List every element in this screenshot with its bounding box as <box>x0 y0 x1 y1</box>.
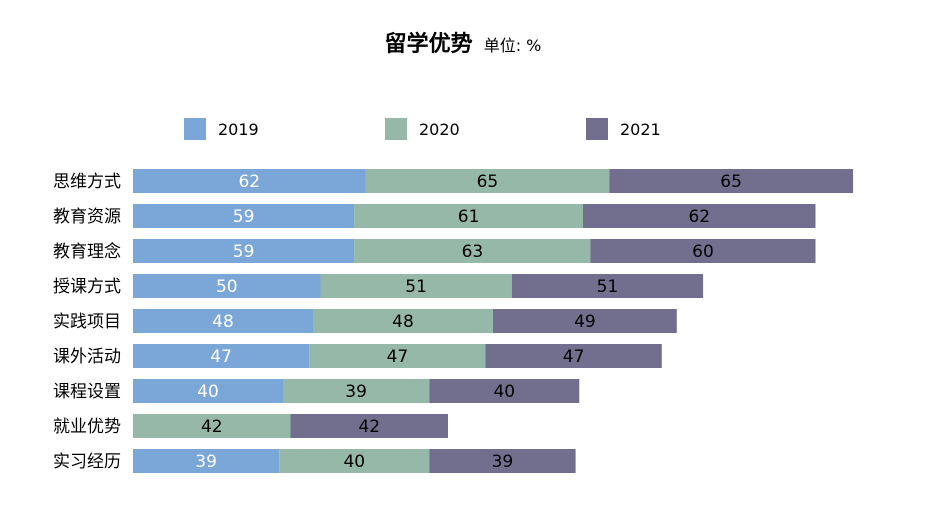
data-label: 42 <box>358 417 380 437</box>
bar-segment-2020 <box>320 274 512 298</box>
data-label: 65 <box>720 172 742 192</box>
data-label: 51 <box>405 277 427 297</box>
bar-segment-2021 <box>511 274 704 298</box>
data-label: 48 <box>212 312 234 332</box>
bar-segment-2019 <box>133 344 310 368</box>
legend-item-2020: 2020 <box>385 118 460 140</box>
data-label: 65 <box>477 172 499 192</box>
data-label: 60 <box>692 242 714 262</box>
bar-segment-2020 <box>279 449 430 473</box>
data-label: 51 <box>597 277 619 297</box>
chart-legend: 2019 2020 2021 <box>0 118 926 144</box>
bar-segment-2021 <box>590 239 816 263</box>
data-label: 62 <box>688 207 710 227</box>
chart-unit: 单位: % <box>483 36 542 55</box>
bar-segment-2020 <box>309 344 486 368</box>
data-label: 47 <box>387 347 409 367</box>
legend-label: 2021 <box>620 119 661 139</box>
data-label: 42 <box>201 417 223 437</box>
data-label: 39 <box>345 382 367 402</box>
bar-segment-2020 <box>365 169 610 193</box>
data-label: 40 <box>343 452 365 472</box>
bar-segment-2019 <box>133 274 321 298</box>
category-label: 教育资源 <box>53 207 121 227</box>
bar-segment-2019 <box>133 169 366 193</box>
bar-segment-2021 <box>290 414 448 438</box>
category-label: 课外活动 <box>53 347 121 367</box>
bar-segment-2019 <box>133 309 313 333</box>
legend-label: 2019 <box>218 119 259 139</box>
bar-segment-2019 <box>133 204 355 228</box>
bar-segment-2020 <box>133 414 291 438</box>
category-label: 就业优势 <box>53 417 121 437</box>
bar-segment-2021 <box>429 449 576 473</box>
data-label: 59 <box>233 207 255 227</box>
data-label: 39 <box>195 452 217 472</box>
category-label: 实习经历 <box>53 452 121 472</box>
category-label: 思维方式 <box>53 172 121 192</box>
category-label: 教育理念 <box>53 241 121 262</box>
category-label: 课程设置 <box>53 382 121 402</box>
data-label: 48 <box>392 312 414 332</box>
data-label: 50 <box>216 277 238 297</box>
data-label: 40 <box>197 382 219 402</box>
legend-item-2021: 2021 <box>586 118 661 140</box>
legend-item-2019: 2019 <box>184 118 259 140</box>
bar-segment-2020 <box>313 309 493 333</box>
data-label: 62 <box>238 172 260 192</box>
data-label: 40 <box>493 382 515 402</box>
data-label: 47 <box>563 347 585 367</box>
data-label: 61 <box>458 207 480 227</box>
legend-swatch <box>385 118 407 140</box>
bar-segment-2019 <box>133 239 355 263</box>
bar-segment-2021 <box>583 204 816 228</box>
bar-segment-2021 <box>429 379 580 403</box>
bar-segment-2021 <box>609 169 854 193</box>
bar-segment-2019 <box>133 379 283 403</box>
legend-swatch <box>586 118 608 140</box>
bar-segment-2019 <box>133 449 280 473</box>
bar-segment-2020 <box>354 204 584 228</box>
bar-segment-2021 <box>493 309 677 333</box>
chart-title-wrap: 留学优势 单位: % <box>0 26 926 58</box>
bar-segment-2020 <box>283 379 430 403</box>
category-label: 实践项目 <box>53 312 121 332</box>
data-label: 49 <box>574 312 596 332</box>
chart-title: 留学优势 <box>384 32 473 57</box>
legend-swatch <box>184 118 206 140</box>
data-label: 63 <box>462 242 484 262</box>
category-label: 授课方式 <box>53 277 121 297</box>
bar-segment-2020 <box>354 239 591 263</box>
data-label: 39 <box>492 452 514 472</box>
legend-label: 2020 <box>419 119 460 139</box>
bar-segment-2021 <box>485 344 662 368</box>
data-label: 59 <box>233 242 255 262</box>
data-label: 47 <box>210 347 232 367</box>
